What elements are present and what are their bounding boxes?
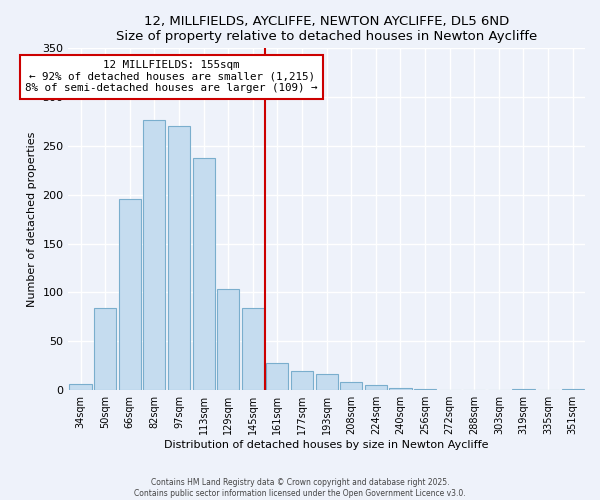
- Text: 12 MILLFIELDS: 155sqm
← 92% of detached houses are smaller (1,215)
8% of semi-de: 12 MILLFIELDS: 155sqm ← 92% of detached …: [25, 60, 318, 94]
- Bar: [168, 126, 190, 390]
- Bar: [512, 389, 535, 390]
- Y-axis label: Number of detached properties: Number of detached properties: [27, 132, 37, 307]
- Bar: [389, 388, 412, 390]
- Bar: [266, 362, 289, 390]
- Bar: [562, 389, 584, 390]
- Bar: [316, 374, 338, 390]
- Bar: [143, 120, 166, 390]
- Bar: [340, 382, 362, 390]
- Bar: [193, 158, 215, 390]
- Bar: [414, 389, 436, 390]
- X-axis label: Distribution of detached houses by size in Newton Aycliffe: Distribution of detached houses by size …: [164, 440, 489, 450]
- Bar: [242, 308, 264, 390]
- Text: Contains HM Land Registry data © Crown copyright and database right 2025.
Contai: Contains HM Land Registry data © Crown c…: [134, 478, 466, 498]
- Bar: [291, 370, 313, 390]
- Title: 12, MILLFIELDS, AYCLIFFE, NEWTON AYCLIFFE, DL5 6ND
Size of property relative to : 12, MILLFIELDS, AYCLIFFE, NEWTON AYCLIFF…: [116, 15, 537, 43]
- Bar: [119, 198, 141, 390]
- Bar: [365, 385, 387, 390]
- Bar: [94, 308, 116, 390]
- Bar: [217, 288, 239, 390]
- Bar: [70, 384, 92, 390]
